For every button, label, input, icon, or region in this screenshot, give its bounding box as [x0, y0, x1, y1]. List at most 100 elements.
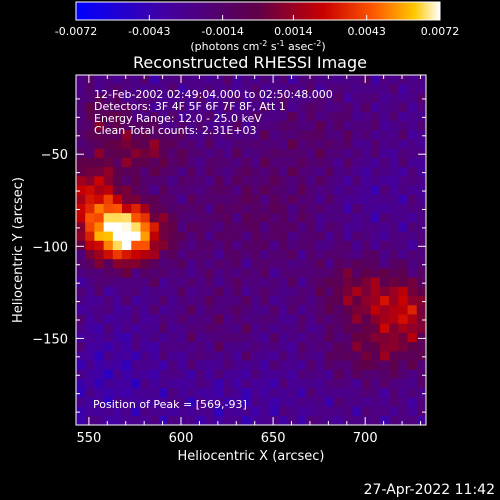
- heatmap-cell: [416, 397, 427, 407]
- heatmap-cell: [333, 351, 344, 361]
- heatmap-cell: [379, 148, 390, 159]
- heatmap-cell: [140, 351, 151, 361]
- heatmap-cell: [103, 369, 114, 380]
- heatmap-cell: [361, 406, 372, 417]
- heatmap-cell: [140, 167, 151, 177]
- heatmap-cell: [195, 305, 206, 315]
- heatmap-cell: [269, 332, 280, 343]
- heatmap-cell: [407, 296, 418, 306]
- heatmap-cell: [186, 102, 197, 113]
- heatmap-cell: [241, 213, 252, 223]
- heatmap-cell: [204, 323, 215, 334]
- heatmap-cell: [85, 222, 95, 232]
- heatmap-cell: [204, 222, 215, 232]
- heatmap-cell: [361, 102, 372, 113]
- heatmap-cell: [149, 369, 160, 380]
- heatmap-cell: [370, 93, 381, 104]
- heatmap-cell: [315, 378, 326, 389]
- heatmap-cell: [343, 397, 353, 407]
- heatmap-cell: [407, 378, 418, 389]
- colorbar-tick-label: 0.0072: [421, 25, 460, 38]
- heatmap-cell: [223, 194, 233, 205]
- heatmap-cell: [324, 176, 335, 186]
- heatmap-cell: [241, 203, 252, 214]
- heatmap-cell: [379, 93, 390, 104]
- heatmap-cell: [214, 369, 224, 380]
- heatmap-cell: [149, 397, 160, 407]
- heatmap-cell: [297, 130, 307, 140]
- heatmap-cell: [76, 259, 86, 269]
- heatmap-cell: [352, 203, 362, 214]
- heatmap-cell: [389, 415, 399, 426]
- heatmap-cell: [122, 203, 132, 214]
- heatmap-cell: [122, 240, 132, 251]
- heatmap-cell: [223, 323, 233, 334]
- heatmap-cell: [324, 277, 335, 288]
- heatmap-cell: [269, 388, 280, 398]
- heatmap-cell: [168, 268, 178, 279]
- heatmap-cell: [131, 75, 141, 85]
- heatmap-cell: [131, 102, 141, 113]
- heatmap-cell: [223, 121, 233, 131]
- heatmap-cell: [324, 185, 335, 196]
- heatmap-cell: [315, 111, 326, 122]
- heatmap-cell: [260, 332, 270, 343]
- heatmap-cell: [214, 240, 224, 251]
- heatmap-cell: [251, 342, 261, 352]
- heatmap-cell: [103, 378, 114, 389]
- heatmap-cell: [315, 167, 326, 177]
- heatmap-cell: [398, 240, 408, 251]
- heatmap-cell: [315, 250, 326, 260]
- heatmap-cell: [251, 259, 261, 269]
- heatmap-cell: [122, 259, 132, 269]
- heatmap-cell: [140, 139, 151, 150]
- heatmap-cell: [370, 314, 381, 325]
- heatmap-cell: [241, 406, 252, 417]
- heatmap-cell: [361, 323, 372, 334]
- heatmap-cell: [352, 286, 362, 297]
- heatmap-cell: [158, 406, 169, 417]
- heatmap-cell: [315, 213, 326, 223]
- heatmap-cell: [76, 250, 86, 260]
- heatmap-cell: [352, 305, 362, 315]
- heatmap-cell: [398, 167, 408, 177]
- heatmap-cell: [379, 222, 390, 232]
- heatmap-cell: [168, 415, 178, 426]
- heatmap-cell: [352, 231, 362, 242]
- heatmap-cell: [186, 148, 197, 159]
- heatmap-cell: [122, 84, 132, 94]
- heatmap-cell: [297, 388, 307, 398]
- heatmap-cell: [241, 157, 252, 168]
- heatmap-cell: [361, 277, 372, 288]
- heatmap-cell: [352, 415, 362, 426]
- heatmap-cell: [370, 75, 381, 85]
- heatmap-cell: [195, 111, 206, 122]
- heatmap-cell: [269, 93, 280, 104]
- heatmap-cell: [158, 305, 169, 315]
- heatmap-cell: [131, 268, 141, 279]
- heatmap-cell: [204, 167, 215, 177]
- x-tick-label: 600: [169, 431, 194, 446]
- heatmap-cell: [352, 84, 362, 94]
- heatmap-cell: [315, 277, 326, 288]
- heatmap-cell: [269, 222, 280, 232]
- heatmap-cell: [204, 176, 215, 186]
- heatmap-cell: [379, 415, 390, 426]
- heatmap-cell: [177, 130, 187, 140]
- heatmap-cell: [278, 351, 289, 361]
- heatmap-cell: [177, 121, 187, 131]
- heatmap-cell: [94, 102, 105, 113]
- heatmap-cell: [131, 351, 141, 361]
- heatmap-cell: [407, 415, 418, 426]
- heatmap-cell: [186, 323, 197, 334]
- heatmap-cell: [407, 213, 418, 223]
- heatmap-cell: [232, 130, 243, 140]
- heatmap-cell: [297, 415, 307, 426]
- heatmap-cell: [278, 176, 289, 186]
- heatmap-cell: [398, 75, 408, 85]
- heatmap-cell: [241, 250, 252, 260]
- heatmap-cell: [287, 286, 298, 297]
- heatmap-cell: [297, 222, 307, 232]
- heatmap-cell: [149, 388, 160, 398]
- heatmap-cell: [416, 121, 427, 131]
